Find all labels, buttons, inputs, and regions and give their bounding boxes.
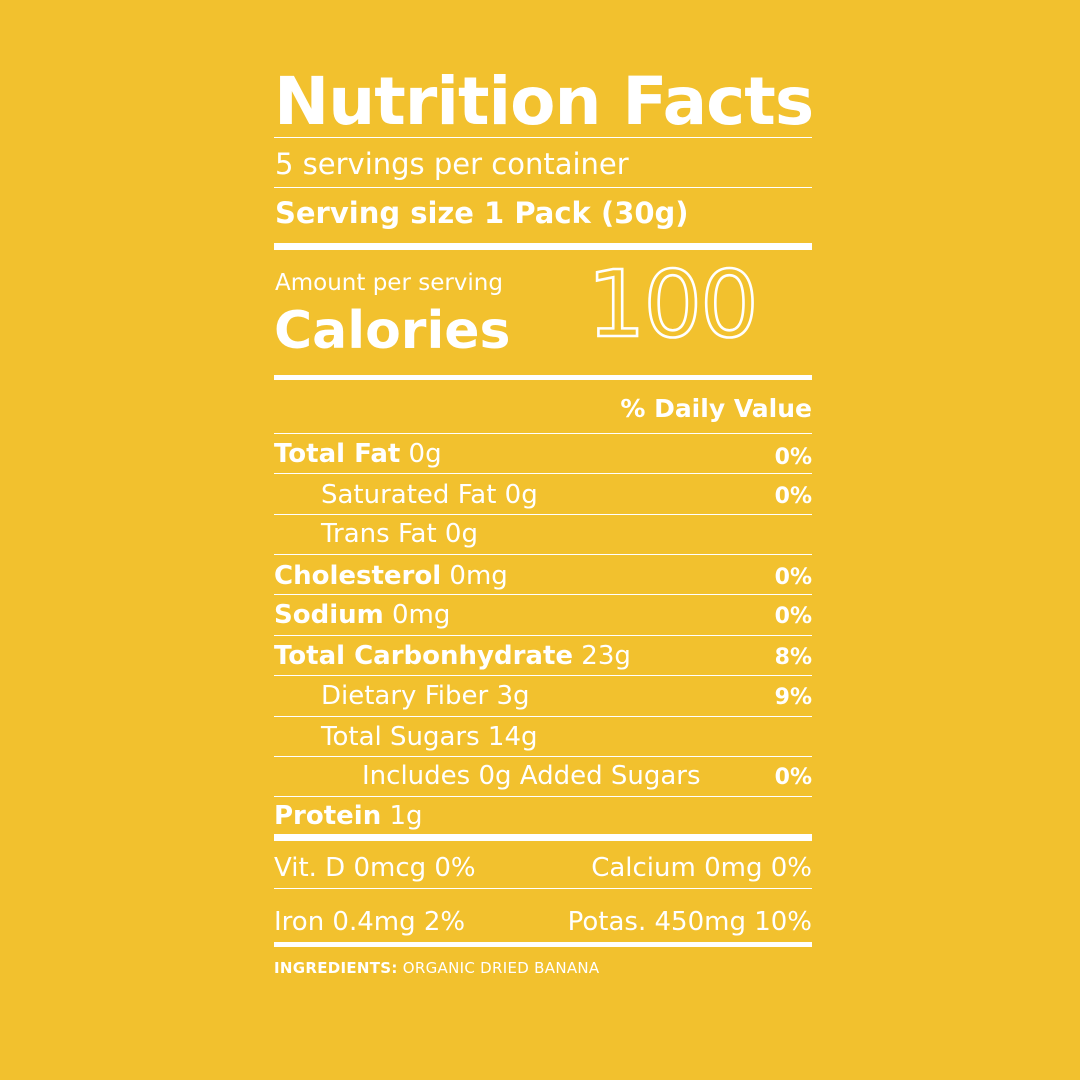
vitamin-d: Vit. D 0mcg 0%: [274, 853, 476, 883]
divider: [274, 796, 812, 797]
divider: [274, 756, 812, 757]
calories-value-text: 100: [587, 252, 757, 352]
nutrient-cholesterol: Cholesterol 0mg: [274, 558, 508, 594]
thick-divider: [274, 834, 812, 841]
divider: [274, 187, 812, 188]
nutrient-dv: 8%: [774, 645, 812, 670]
nutrient-added-sugars: Includes 0g Added Sugars: [362, 758, 701, 794]
nutrition-facts-title: Nutrition Facts: [274, 63, 814, 140]
divider: [274, 514, 812, 515]
nutrient-trans-fat: Trans Fat 0g: [321, 516, 478, 552]
nutrient-sodium: Sodium 0mg: [274, 597, 450, 633]
ingredients-label: INGREDIENTS:: [274, 959, 398, 977]
nutrient-dv: 0%: [774, 604, 812, 629]
nutrient-dv: 0%: [774, 445, 812, 470]
divider: [274, 888, 812, 889]
nutrient-total-fat: Total Fat 0g: [274, 436, 442, 472]
daily-value-header: % Daily Value: [620, 394, 812, 423]
nutrient-total-carbohydrate: Total Carbonhydrate 23g: [274, 638, 631, 674]
nutrient-amount: 0g: [400, 439, 442, 469]
thick-divider: [274, 243, 812, 250]
nutrient-dv: 0%: [774, 484, 812, 509]
calories-label: Calories: [274, 301, 511, 361]
nutrient-amount: 1g: [381, 801, 423, 831]
ingredients: INGREDIENTS: ORGANIC DRIED BANANA: [274, 957, 600, 979]
nutrient-amount: 0mg: [441, 561, 508, 591]
divider: [274, 554, 812, 555]
divider: [274, 137, 812, 138]
nutrient-total-sugars: Total Sugars 14g: [321, 719, 538, 755]
nutrient-name: Dietary Fiber: [321, 681, 489, 711]
iron: Iron 0.4mg 2%: [274, 907, 466, 937]
nutrient-name: Includes 0g Added Sugars: [362, 761, 701, 791]
nutrient-name: Total Carbonhydrate: [274, 641, 574, 671]
nutrient-dv: 9%: [774, 685, 812, 710]
nutrient-saturated-fat: Saturated Fat 0g: [321, 477, 538, 513]
nutrient-dv: 0%: [774, 565, 812, 590]
serving-size: Serving size 1 Pack (30g): [275, 196, 689, 230]
servings-per-container: 5 servings per container: [275, 147, 629, 181]
nutrient-dietary-fiber: Dietary Fiber 3g: [321, 678, 530, 714]
potassium: Potas. 450mg 10%: [567, 907, 812, 937]
divider: [274, 675, 812, 676]
divider: [274, 473, 812, 474]
nutrient-name: Protein: [274, 801, 382, 831]
divider: [274, 716, 812, 717]
divider: [274, 433, 812, 434]
nutrient-amount: 14g: [479, 722, 538, 752]
amount-per-serving: Amount per serving: [275, 270, 503, 296]
divider: [274, 635, 812, 636]
thick-divider: [274, 942, 812, 947]
divider: [274, 594, 812, 595]
nutrient-amount: 0g: [436, 519, 478, 549]
nutrient-amount: 0g: [496, 480, 538, 510]
nutrient-amount: 23g: [573, 641, 631, 671]
nutrient-name: Total Sugars: [321, 722, 480, 752]
nutrient-name: Trans Fat: [321, 519, 437, 549]
nutrient-name: Saturated Fat: [321, 480, 497, 510]
nutrient-name: Cholesterol: [274, 561, 442, 591]
nutrient-dv: 0%: [774, 765, 812, 790]
nutrient-name: Total Fat: [274, 439, 401, 469]
nutrient-amount: 3g: [488, 681, 530, 711]
nutrient-name: Sodium: [274, 600, 384, 630]
nutrient-protein: Protein 1g: [274, 798, 423, 834]
thick-divider: [274, 375, 812, 380]
nutrient-amount: 0mg: [383, 600, 451, 630]
calcium: Calcium 0mg 0%: [591, 853, 812, 883]
calories-value: 100: [586, 252, 760, 352]
ingredients-text: ORGANIC DRIED BANANA: [397, 959, 600, 977]
